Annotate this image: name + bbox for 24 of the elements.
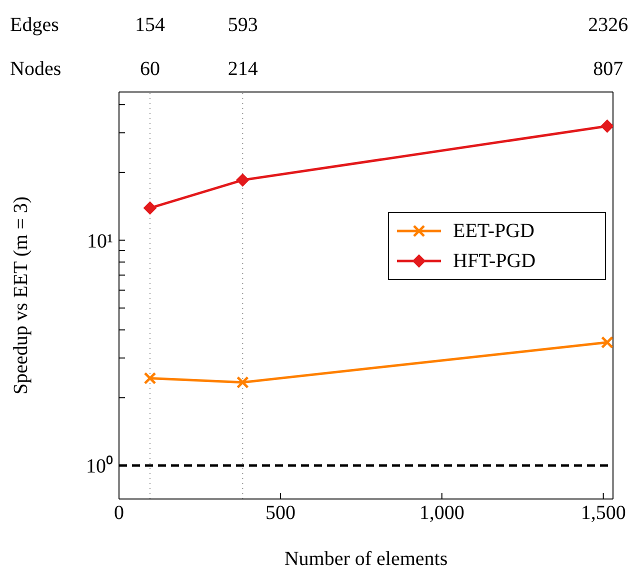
point — [236, 174, 250, 187]
text: 60 — [140, 58, 160, 81]
text: 593 — [228, 14, 258, 37]
point — [600, 120, 613, 133]
x-axis-title: Number of elements — [284, 548, 448, 570]
point — [143, 202, 156, 215]
text: 214 — [228, 58, 258, 81]
text: 807 — [593, 58, 624, 81]
legend-label: HFT-PGD — [453, 250, 536, 272]
y-tick-label: 10¹ — [87, 230, 113, 252]
x-tick-label: 0 — [114, 502, 124, 524]
point — [600, 336, 613, 349]
x-tick-label: 500 — [265, 502, 296, 524]
text: 154 — [135, 14, 166, 37]
point — [236, 376, 249, 389]
legend-label: EET-PGD — [453, 220, 534, 242]
text: Nodes — [10, 58, 62, 81]
y-axis-title: Speedup vs EET (m = 3) — [10, 196, 32, 395]
y-tick-label: 10⁰ — [86, 454, 113, 478]
x-tick-label: 1,500 — [580, 502, 626, 524]
x-tick-label: 1,000 — [419, 502, 464, 524]
point — [144, 372, 156, 384]
text: Edges — [10, 14, 59, 37]
text: 2326 — [588, 14, 628, 37]
